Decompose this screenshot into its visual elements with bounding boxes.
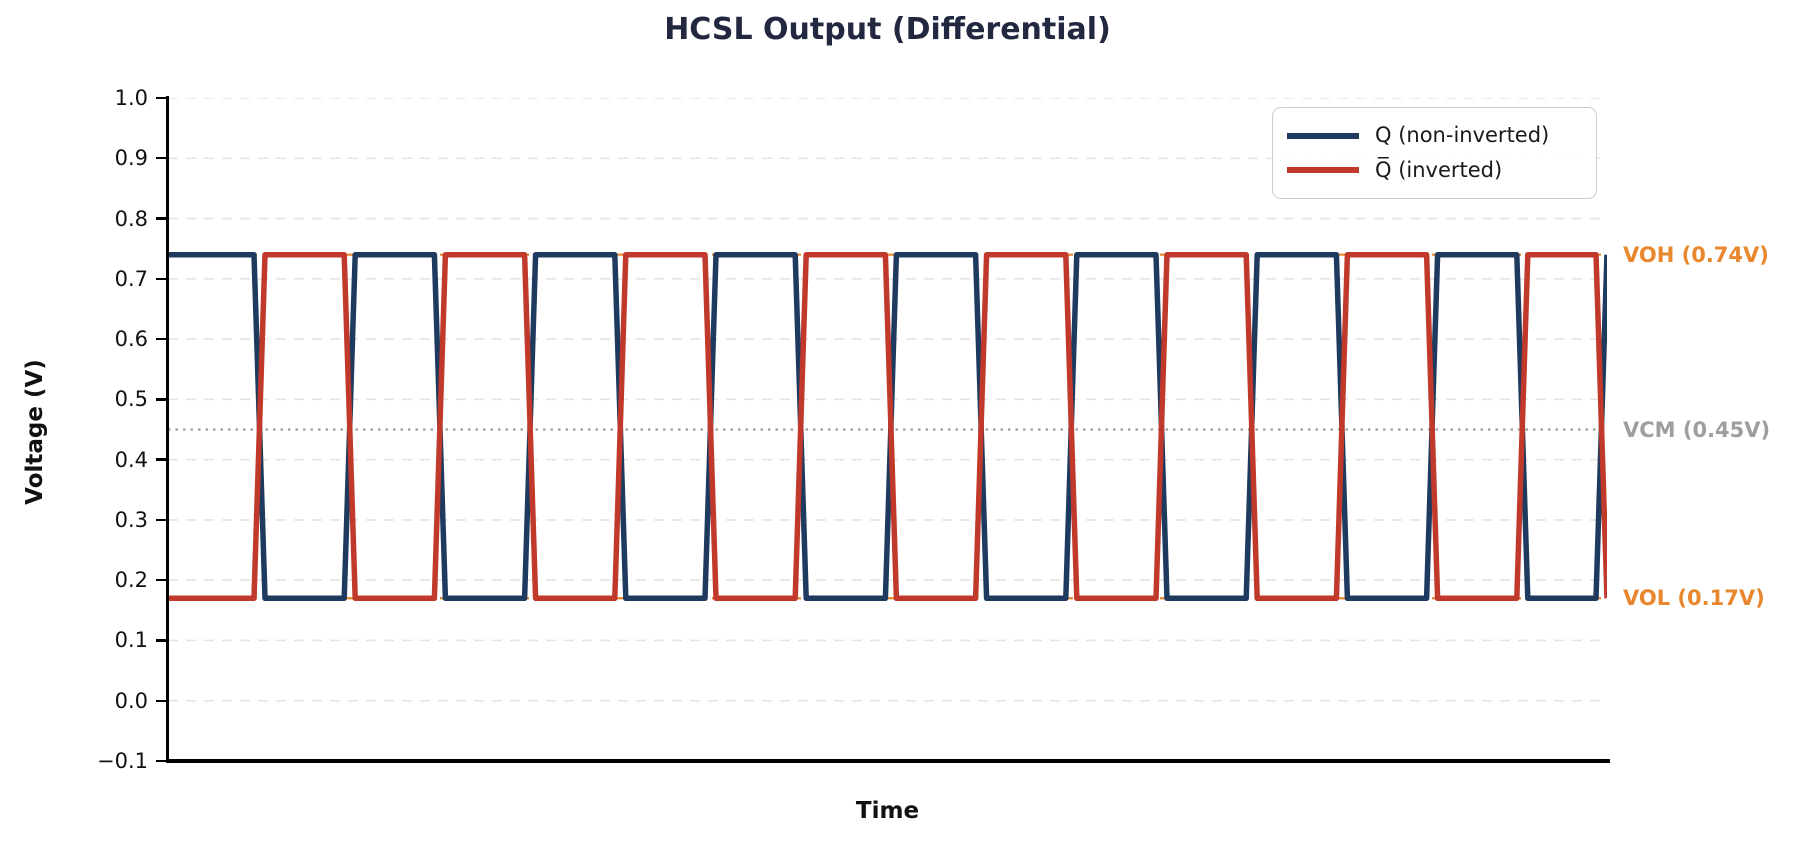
y-tick-label: 0.4 — [114, 447, 148, 472]
y-tick-mark — [156, 518, 167, 522]
y-tick-mark — [156, 398, 167, 401]
y-tick-mark — [156, 217, 167, 220]
chart-title: HCSL Output (Differential) — [664, 12, 1111, 47]
y-axis-label: Voltage (V) — [22, 359, 48, 505]
y-tick-label: 0.2 — [114, 568, 148, 593]
y-tick-label: 0.5 — [114, 387, 148, 412]
legend-item: Q (non-inverted) — [1287, 123, 1582, 148]
y-tick-mark — [156, 578, 167, 582]
x-axis-spine — [166, 759, 1610, 763]
y-tick-mark — [156, 458, 167, 461]
annotation-vcm: VCM (0.45V) — [1623, 417, 1771, 442]
legend-label: Q̅ (inverted) — [1375, 157, 1503, 182]
y-tick-mark — [156, 96, 167, 100]
y-tick-label: 0.0 — [114, 688, 148, 713]
waveform-qbar — [168, 251, 1607, 602]
y-tick-mark — [156, 157, 167, 160]
y-tick-label: 1.0 — [114, 86, 148, 110]
y-tick-label: 0.9 — [114, 146, 148, 171]
waveform-plot — [168, 98, 1607, 702]
annotation-vol: VOL (0.17V) — [1623, 586, 1765, 611]
legend-label: Q (non-inverted) — [1375, 123, 1550, 148]
legend-swatch — [1287, 167, 1359, 173]
legend: Q (non-inverted) Q̅ (inverted) — [1272, 107, 1597, 199]
y-tick-label: −0.1 — [97, 749, 148, 773]
legend-swatch — [1287, 133, 1359, 139]
annotation-voh: VOH (0.74V) — [1623, 242, 1769, 267]
y-tick-mark — [156, 277, 167, 280]
y-tick-label: 0.8 — [114, 206, 148, 231]
y-tick-label: 0.6 — [114, 327, 148, 352]
y-tick-label: 0.3 — [114, 507, 148, 532]
y-tick-mark — [156, 639, 167, 642]
y-tick-label: 0.1 — [114, 628, 148, 653]
y-axis-spine — [166, 96, 169, 763]
y-tick-mark — [156, 759, 167, 763]
x-axis-label: Time — [855, 798, 920, 824]
plot-area — [168, 98, 1607, 761]
waveform-q — [168, 251, 1607, 602]
y-tick-label: 0.7 — [114, 266, 148, 291]
legend-item: Q̅ (inverted) — [1287, 158, 1582, 183]
y-tick-mark — [156, 699, 167, 702]
y-tick-mark — [156, 337, 167, 341]
